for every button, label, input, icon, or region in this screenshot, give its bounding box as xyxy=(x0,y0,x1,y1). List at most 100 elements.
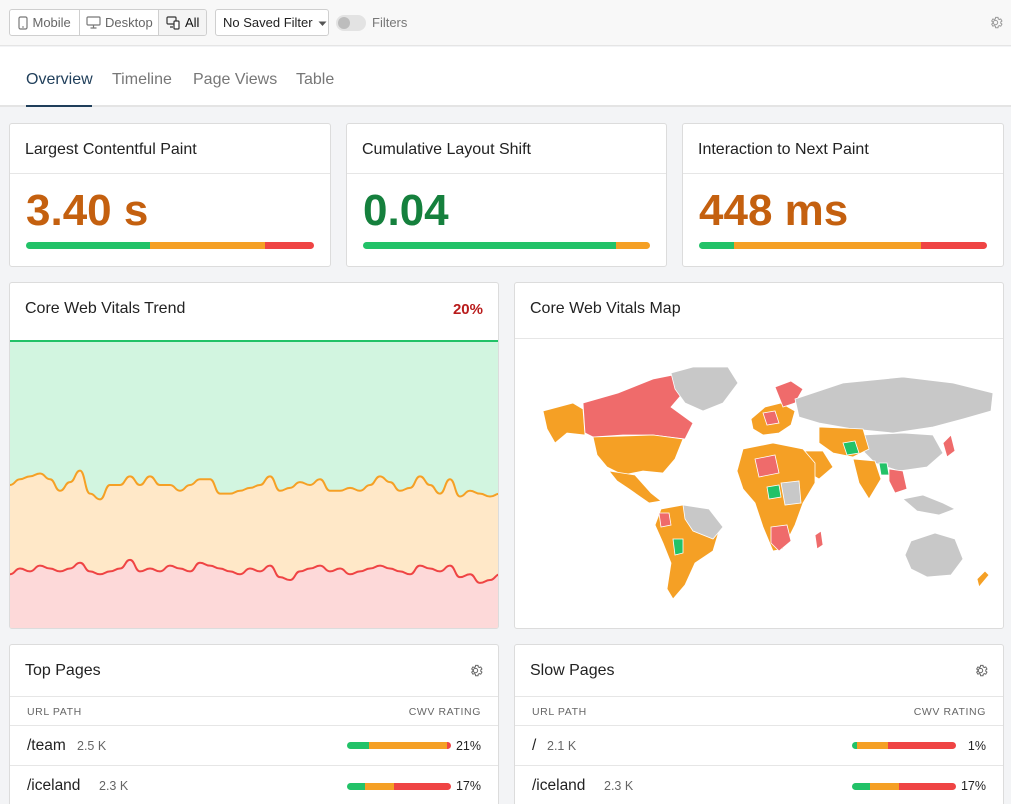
row-count: 2.3 K xyxy=(604,779,634,793)
bar-good xyxy=(347,783,365,790)
saved-filter-select[interactable]: No Saved Filter xyxy=(215,9,329,36)
tab-table[interactable]: Table xyxy=(296,71,335,88)
column-header-cwv-rating: CWV RATING xyxy=(913,706,986,718)
map-afghanistan xyxy=(842,440,860,456)
metric-value: 0.04 xyxy=(363,186,449,235)
world-map[interactable] xyxy=(523,363,999,603)
slow-pages-card: Slow Pages URL PATH CWV RATING / 2.1 K 1… xyxy=(514,644,1004,804)
map-indonesia xyxy=(902,494,956,516)
trend-title: Core Web Vitals Trend xyxy=(25,300,186,317)
divider xyxy=(515,696,1003,697)
divider xyxy=(10,765,498,766)
row-count: 2.3 K xyxy=(99,779,129,793)
device-all-label: All xyxy=(185,15,200,30)
divider xyxy=(10,173,330,174)
divider xyxy=(683,173,1003,174)
divider xyxy=(10,725,498,726)
map-new-zealand xyxy=(976,570,990,588)
trend-change: 20% xyxy=(452,301,483,318)
bar-poor xyxy=(393,783,451,790)
tab-timeline[interactable]: Timeline xyxy=(112,71,172,88)
devices-icon xyxy=(166,15,181,30)
map-paraguay xyxy=(672,538,684,556)
needs-improvement-line xyxy=(10,469,498,501)
device-segmented-control: Mobile Desktop All xyxy=(9,9,207,36)
gear-icon[interactable] xyxy=(468,663,483,683)
row-count: 2.1 K xyxy=(547,739,577,753)
divider xyxy=(515,725,1003,726)
settings-gear-icon[interactable] xyxy=(988,15,1003,35)
map-australia xyxy=(904,532,964,578)
bar-needs-improvement xyxy=(733,242,921,249)
filters-toggle[interactable] xyxy=(336,15,366,31)
device-all-button[interactable]: All xyxy=(159,10,206,35)
metric-distribution-bar xyxy=(699,242,987,249)
divider xyxy=(347,173,666,174)
metric-card-cls: Cumulative Layout Shift 0.04 xyxy=(346,123,667,267)
map-india xyxy=(852,458,882,500)
saved-filter-value: No Saved Filter xyxy=(223,15,313,30)
divider xyxy=(515,338,1003,339)
map-alaska xyxy=(542,402,586,444)
map-germany xyxy=(762,410,780,426)
row-path: /iceland xyxy=(532,777,586,794)
tab-overview[interactable]: Overview xyxy=(26,71,93,88)
map-algeria xyxy=(754,454,780,478)
map-colombia xyxy=(658,512,672,528)
device-desktop-label: Desktop xyxy=(105,15,153,30)
column-header-url-path: URL PATH xyxy=(532,706,587,718)
row-path: / xyxy=(532,737,537,754)
column-header-url-path: URL PATH xyxy=(27,706,82,718)
metric-distribution-bar xyxy=(26,242,314,249)
map-bangladesh xyxy=(878,462,890,476)
map-nigeria xyxy=(766,484,782,500)
bar-needs-improvement xyxy=(149,242,266,249)
tab-page-views[interactable]: Page Views xyxy=(193,71,278,88)
map-card: Core Web Vitals Map xyxy=(514,282,1004,629)
trend-card: Core Web Vitals Trend 20% xyxy=(9,282,499,629)
map-usa xyxy=(592,434,684,476)
bar-needs-improvement xyxy=(869,783,899,790)
bar-needs-improvement xyxy=(857,742,889,749)
bar-good xyxy=(347,742,369,749)
toolbar: Mobile Desktop All No Saved Filter Filte… xyxy=(0,0,1011,46)
metric-card-lcp: Largest Contentful Paint 3.40 s xyxy=(9,123,331,267)
slow-pages-title: Slow Pages xyxy=(530,662,615,679)
row-path: /iceland xyxy=(27,777,81,794)
map-south-africa xyxy=(770,524,792,552)
metric-title: Interaction to Next Paint xyxy=(698,141,869,158)
metric-value: 448 ms xyxy=(699,186,849,235)
bar-needs-improvement xyxy=(364,783,394,790)
metric-value: 3.40 s xyxy=(26,186,149,235)
map-greenland xyxy=(670,366,739,412)
bar-needs-improvement xyxy=(615,242,650,249)
row-pct: 21% xyxy=(455,739,481,753)
map-russia xyxy=(794,376,994,434)
metric-title: Largest Contentful Paint xyxy=(25,141,197,158)
device-mobile-button[interactable]: Mobile xyxy=(10,10,81,35)
bar-good xyxy=(699,242,734,249)
metric-card-inp: Interaction to Next Paint 448 ms xyxy=(682,123,1004,267)
device-desktop-button[interactable]: Desktop xyxy=(80,10,160,35)
filters-toggle-label: Filters xyxy=(372,15,408,30)
map-madagascar xyxy=(814,530,824,550)
metric-title: Cumulative Layout Shift xyxy=(362,141,531,158)
row-cwv-bar xyxy=(347,742,451,749)
divider xyxy=(515,765,1003,766)
row-cwv-bar xyxy=(852,783,956,790)
tab-bar: Overview Timeline Page Views Table xyxy=(0,47,1011,107)
row-path: /team xyxy=(27,737,66,754)
row-pct: 17% xyxy=(960,779,986,793)
row-pct: 17% xyxy=(455,779,481,793)
active-tab-indicator xyxy=(26,105,92,107)
row-pct: 1% xyxy=(967,739,986,753)
metric-distribution-bar xyxy=(363,242,650,249)
gear-icon[interactable] xyxy=(973,663,988,683)
map-southeast-asia xyxy=(888,468,908,494)
bar-needs-improvement xyxy=(368,742,447,749)
bar-poor xyxy=(446,742,451,749)
map-central-africa xyxy=(780,480,802,506)
row-cwv-bar xyxy=(852,742,956,749)
bar-poor xyxy=(898,783,956,790)
bar-good xyxy=(26,242,150,249)
